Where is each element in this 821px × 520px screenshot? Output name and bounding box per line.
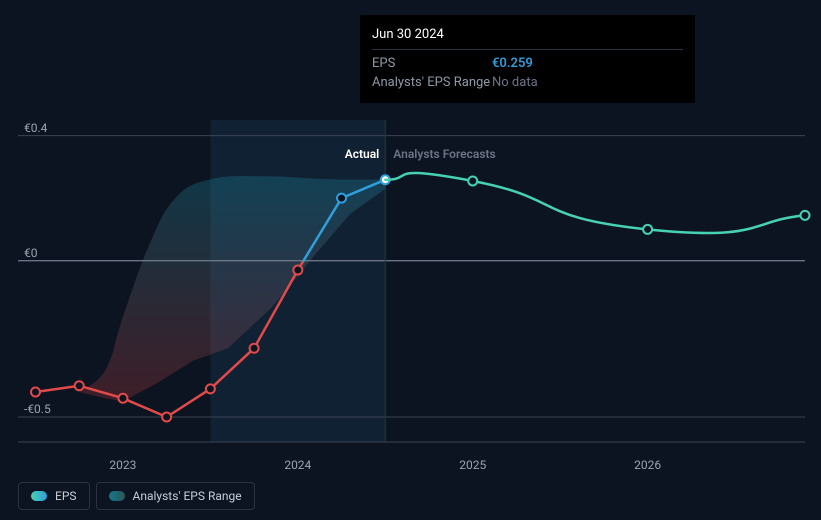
x-tick-label: 2023 <box>109 458 136 472</box>
x-tick-label: 2024 <box>284 458 311 472</box>
tooltip-key: EPS <box>372 54 492 74</box>
eps-point[interactable] <box>31 387 40 396</box>
tooltip-value: No data <box>492 73 538 93</box>
eps-point[interactable] <box>293 266 302 275</box>
forecast-line <box>385 173 805 233</box>
eps-point[interactable] <box>75 381 84 390</box>
legend: EPS Analysts' EPS Range <box>18 482 255 510</box>
eps-point[interactable] <box>118 394 127 403</box>
forecast-point[interactable] <box>468 176 477 185</box>
tooltip-key: Analysts' EPS Range <box>372 73 492 93</box>
tooltip-row: Analysts' EPS RangeNo data <box>372 73 683 93</box>
y-tick-label: €0 <box>24 246 38 260</box>
eps-point[interactable] <box>206 384 215 393</box>
legend-item[interactable]: EPS <box>18 482 90 510</box>
legend-label: Analysts' EPS Range <box>133 489 242 503</box>
chart-container: Jun 30 2024 EPS€0.259Analysts' EPS Range… <box>0 0 821 520</box>
legend-item[interactable]: Analysts' EPS Range <box>96 482 255 510</box>
y-tick-label: €0.4 <box>24 121 47 135</box>
legend-label: EPS <box>55 489 77 503</box>
eps-point[interactable] <box>250 344 259 353</box>
y-tick-label: -€0.5 <box>24 402 51 416</box>
legend-swatch-icon <box>109 491 125 501</box>
forecast-point[interactable] <box>801 211 810 220</box>
tooltip-row: EPS€0.259 <box>372 54 683 74</box>
legend-swatch-icon <box>31 491 47 501</box>
point-tooltip: Jun 30 2024 EPS€0.259Analysts' EPS Range… <box>360 15 695 103</box>
x-tick-label: 2025 <box>459 458 486 472</box>
x-tick-label: 2026 <box>634 458 661 472</box>
tooltip-value: €0.259 <box>492 54 533 74</box>
eps-point[interactable] <box>337 194 346 203</box>
region-label-forecast: Analysts Forecasts <box>393 147 495 161</box>
tooltip-title: Jun 30 2024 <box>372 25 683 50</box>
eps-point[interactable] <box>162 412 171 421</box>
region-label-actual: Actual <box>345 147 380 161</box>
forecast-point[interactable] <box>643 225 652 234</box>
